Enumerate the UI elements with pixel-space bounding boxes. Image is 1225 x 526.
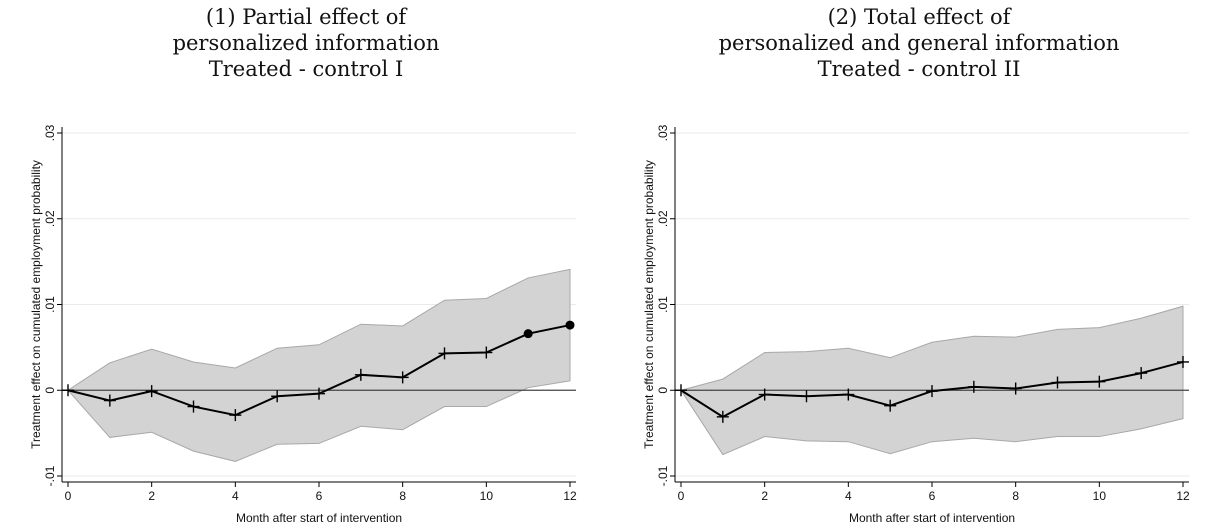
- data-point-marker: [1009, 382, 1022, 395]
- chart-panel-partial-effect: (1) Partial effect of personalized infor…: [0, 0, 612, 526]
- data-point-marker: [354, 368, 367, 381]
- chart-title-line: personalized information: [172, 31, 440, 55]
- x-tick-label: 8: [399, 489, 406, 503]
- x-tick-label: 12: [563, 489, 577, 503]
- y-tick-label: .02: [43, 210, 57, 227]
- x-tick-label: 2: [761, 489, 768, 503]
- data-point-marker: [396, 371, 409, 384]
- chart-title-line: Treated - control II: [817, 57, 1021, 81]
- data-point-marker: [800, 390, 813, 403]
- data-point-marker: [62, 384, 74, 397]
- data-point-marker: [1135, 367, 1148, 380]
- data-point-marker: [675, 384, 687, 397]
- y-tick-label: -.01: [43, 465, 57, 486]
- chart-title-line: personalized and general information: [718, 31, 1120, 55]
- data-point-marker: [967, 380, 980, 393]
- chart-title: (2) Total effect of personalized and gen…: [613, 4, 1225, 82]
- y-tick-label: -.01: [656, 465, 670, 486]
- y-tick-label: .03: [656, 124, 670, 141]
- data-point-marker: [187, 400, 200, 413]
- data-point-marker: [842, 388, 855, 401]
- x-tick-label: 4: [232, 489, 239, 503]
- x-axis-label: Month after start of intervention: [849, 511, 1015, 525]
- data-point-marker: [313, 387, 325, 400]
- y-tick-label: 0: [656, 387, 670, 394]
- x-tick-label: 6: [316, 489, 323, 503]
- x-tick-label: 12: [1176, 489, 1190, 503]
- chart-panel-total-effect: (2) Total effect of personalized and gen…: [613, 0, 1225, 526]
- chart-plot: -.01 0 .01 .02 .03 0 2 4 6 8 10 12 Month after start…: [642, 124, 1190, 525]
- y-tick-label: 0: [43, 387, 57, 394]
- chart-title: (1) Partial effect of personalized infor…: [0, 4, 612, 82]
- x-tick-label: 0: [678, 489, 685, 503]
- y-tick-label: .03: [43, 124, 57, 141]
- data-point-marker: [1177, 355, 1189, 368]
- data-point-marker: [145, 385, 158, 398]
- x-axis-label: Month after start of intervention: [236, 511, 402, 525]
- x-tick-label: 10: [480, 489, 494, 503]
- data-point-marker: [523, 329, 533, 339]
- data-point-marker: [1093, 375, 1106, 388]
- y-tick-label: .01: [43, 296, 57, 313]
- y-axis-label: Treatment effect on cumulated employment…: [642, 160, 656, 449]
- x-tick-label: 6: [929, 489, 936, 503]
- data-point-marker: [271, 390, 284, 403]
- data-point-marker: [103, 394, 116, 407]
- data-point-marker: [480, 346, 493, 359]
- chart-title-line: Treated - control I: [208, 57, 404, 81]
- x-tick-label: 4: [845, 489, 852, 503]
- x-tick-label: 10: [1093, 489, 1107, 503]
- data-point-marker: [229, 409, 242, 422]
- chart-plot: -.01 0 .01 .02 .03 0 2 4 6 8 10 12 Month after start…: [29, 124, 577, 525]
- x-tick-label: 2: [148, 489, 155, 503]
- data-point-marker: [565, 320, 575, 330]
- data-point-marker: [1051, 376, 1064, 389]
- data-point-marker: [438, 347, 451, 360]
- chart-title-line: (2) Total effect of: [827, 5, 1011, 29]
- chart-title-line: (1) Partial effect of: [205, 5, 407, 29]
- data-point-marker: [884, 399, 897, 412]
- y-tick-label: .01: [656, 296, 670, 313]
- x-tick-label: 8: [1012, 489, 1019, 503]
- x-tick-label: 0: [65, 489, 72, 503]
- data-point-marker: [758, 388, 771, 401]
- data-point-marker: [926, 385, 938, 398]
- confidence-band: [67, 268, 571, 462]
- y-tick-label: .02: [656, 210, 670, 227]
- data-point-marker: [716, 410, 729, 423]
- y-axis-label: Treatment effect on cumulated employment…: [29, 160, 43, 449]
